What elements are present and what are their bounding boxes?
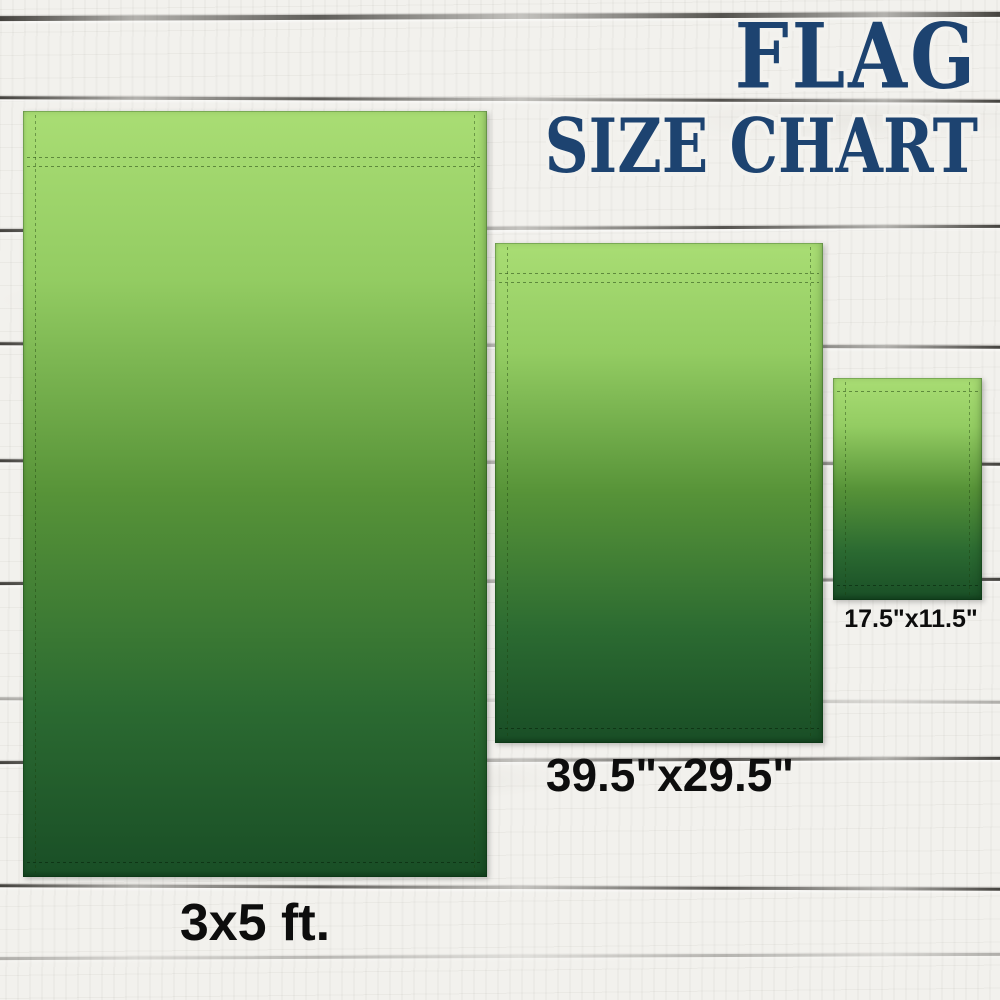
stitch-line bbox=[845, 382, 846, 596]
title-line-size-chart: SIZE CHART bbox=[544, 103, 978, 191]
stitch-line bbox=[27, 862, 483, 863]
title-line-flag: FLAG bbox=[734, 3, 978, 109]
stitch-line bbox=[35, 115, 36, 873]
stitch-line bbox=[499, 273, 819, 274]
page-title: FLAG SIZE CHART bbox=[545, 3, 978, 184]
stitch-line bbox=[837, 391, 978, 393]
flag-medium-size-label: 39.5"x29.5" bbox=[545, 749, 795, 801]
flag-small bbox=[833, 378, 982, 600]
stitch-line bbox=[969, 382, 970, 596]
stitch-line bbox=[837, 585, 978, 586]
flag-large bbox=[23, 111, 487, 877]
stitch-line bbox=[810, 247, 811, 739]
stitch-line bbox=[499, 728, 819, 729]
plank-seam bbox=[0, 952, 1000, 961]
flag-large-size-label: 3x5 ft. bbox=[179, 894, 331, 952]
stitch-line bbox=[27, 156, 483, 158]
stitch-line bbox=[474, 115, 475, 873]
flag-small-size-label: 17.5"x11.5" bbox=[844, 605, 978, 633]
stitch-line bbox=[499, 282, 819, 283]
stitch-line bbox=[507, 247, 508, 739]
flag-medium bbox=[495, 243, 823, 743]
plank-seam bbox=[0, 884, 1000, 891]
stitch-line bbox=[27, 165, 483, 167]
